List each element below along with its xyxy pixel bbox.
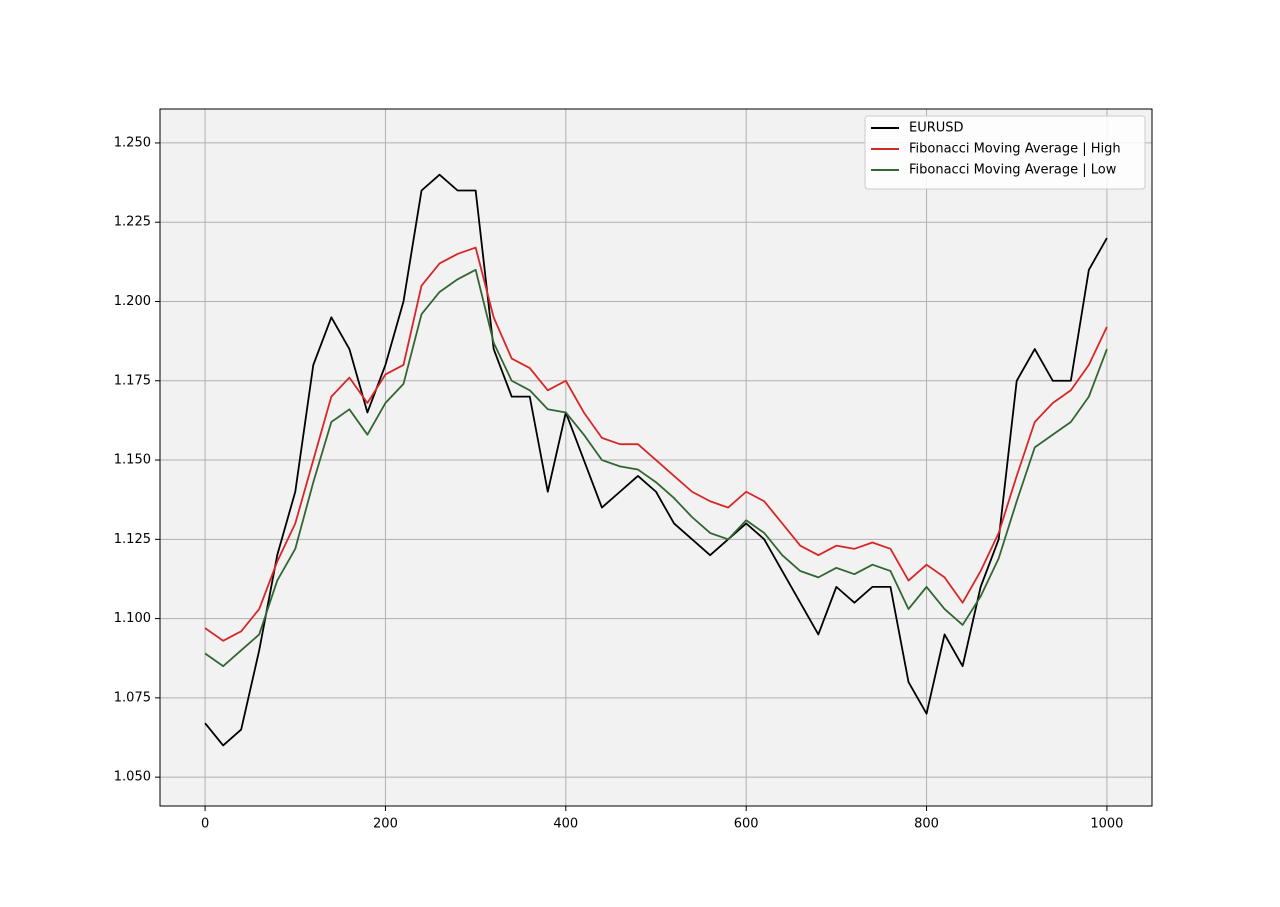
legend-label: Fibonacci Moving Average | Low: [909, 163, 1117, 178]
y-tick-label: 1.225: [114, 215, 151, 230]
x-tick-label: 800: [914, 817, 939, 832]
legend-label: EURUSD: [909, 121, 964, 136]
y-tick-label: 1.250: [114, 135, 151, 150]
plot-frame: [159, 108, 1153, 807]
x-tick-label: 0: [201, 817, 209, 832]
series-line: [204, 246, 1108, 642]
y-tick-label: 1.125: [114, 532, 151, 547]
y-tick-label: 1.100: [114, 611, 151, 626]
x-tick-label: 200: [373, 817, 398, 832]
x-tick-label: 400: [553, 817, 578, 832]
y-tick-label: 1.050: [114, 770, 151, 785]
x-tick-label: 1000: [1090, 817, 1123, 832]
y-tick-label: 1.200: [114, 294, 151, 309]
y-tick-label: 1.175: [114, 373, 151, 388]
series-line: [204, 173, 1108, 747]
legend-label: Fibonacci Moving Average | High: [909, 142, 1121, 157]
y-tick-label: 1.150: [114, 453, 151, 468]
x-tick-label: 600: [734, 817, 759, 832]
series-line: [204, 268, 1108, 668]
legend-box: [864, 115, 1146, 190]
y-tick-label: 1.075: [114, 690, 151, 705]
plot-area: [160, 109, 1152, 806]
